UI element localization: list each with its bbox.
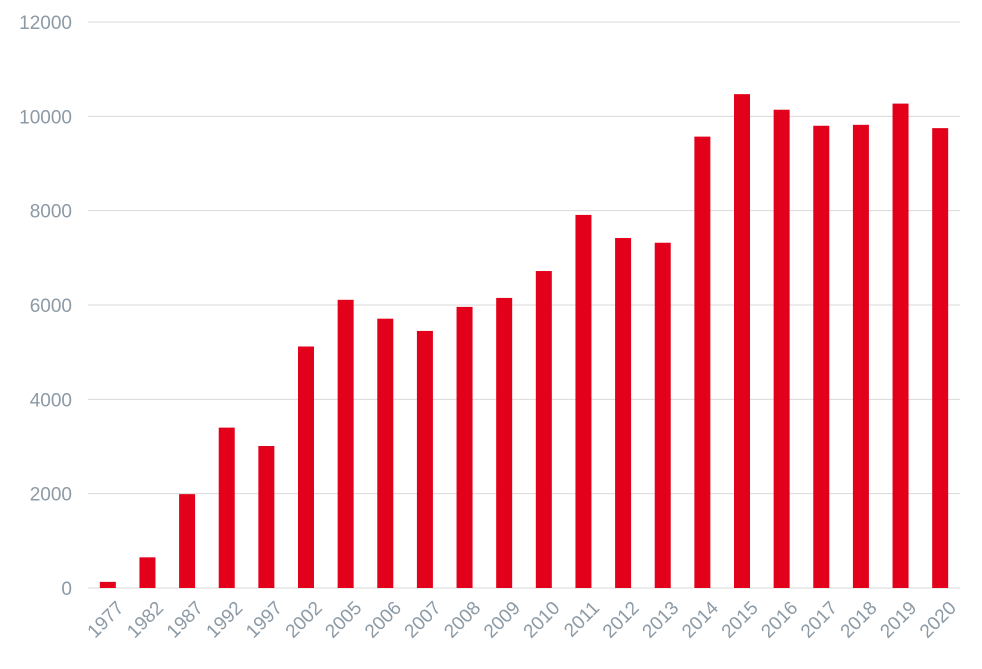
bar-1987	[179, 494, 196, 588]
x-tick-label: 2018	[837, 598, 882, 643]
x-tick-label: 1987	[163, 598, 208, 643]
bar-2007	[416, 330, 433, 588]
bar-2002	[298, 346, 314, 588]
x-tick-label: 1977	[84, 598, 129, 643]
bar-2012	[615, 238, 632, 588]
x-tick-label: 2013	[639, 598, 684, 643]
bars	[99, 94, 949, 589]
bar-1982	[139, 557, 156, 588]
bar-2011	[575, 214, 592, 588]
bar-2008	[456, 306, 473, 588]
y-tick-label: 0	[61, 579, 72, 600]
x-tick-label: 2005	[321, 598, 366, 643]
bar-2006	[377, 318, 394, 588]
bar-2009	[496, 297, 513, 588]
x-tick-label: 2002	[282, 598, 327, 643]
y-axis-tick-labels: 0 2000 4000 6000 8000 10000 12000	[19, 13, 72, 600]
x-tick-label: 2006	[361, 598, 406, 643]
y-tick-label: 8000	[30, 202, 72, 223]
x-tick-label: 2014	[678, 597, 723, 642]
bar-2019	[892, 103, 909, 588]
x-tick-label: 1982	[123, 598, 168, 643]
x-tick-label: 2016	[757, 598, 802, 643]
x-tick-label: 2017	[797, 598, 842, 643]
bar-1997	[258, 446, 275, 588]
x-tick-label: 1997	[242, 598, 287, 643]
x-tick-label: 2019	[876, 598, 921, 643]
x-tick-label: 2007	[401, 598, 446, 643]
bar-1992	[218, 427, 235, 588]
bar-2016	[773, 109, 790, 588]
bar-2013	[654, 242, 671, 589]
y-tick-label: 10000	[19, 107, 72, 128]
x-tick-label: 2010	[520, 598, 565, 643]
x-tick-label: 2009	[480, 598, 525, 643]
bar-2018	[852, 124, 869, 588]
bar-2014	[694, 136, 711, 588]
bar-2015	[734, 94, 750, 588]
bar-2010	[535, 271, 552, 588]
x-tick-label: 2020	[916, 598, 961, 643]
x-tick-label: 2015	[718, 598, 763, 643]
y-tick-label: 2000	[30, 485, 72, 506]
y-tick-label: 12000	[19, 13, 72, 34]
x-tick-label: 2011	[560, 598, 604, 642]
x-axis-tick-labels: 1977198219871992199720022005200620072008…	[84, 597, 961, 642]
y-tick-label: 6000	[30, 296, 72, 317]
bar-2017	[813, 125, 830, 589]
x-tick-label: 2012	[599, 598, 644, 643]
y-tick-label: 4000	[30, 390, 72, 411]
x-tick-label: 1992	[203, 598, 248, 643]
x-tick-label: 2008	[440, 598, 485, 643]
bar-2005	[337, 299, 354, 588]
bar-1977	[99, 581, 116, 588]
bar-2020	[932, 128, 949, 589]
